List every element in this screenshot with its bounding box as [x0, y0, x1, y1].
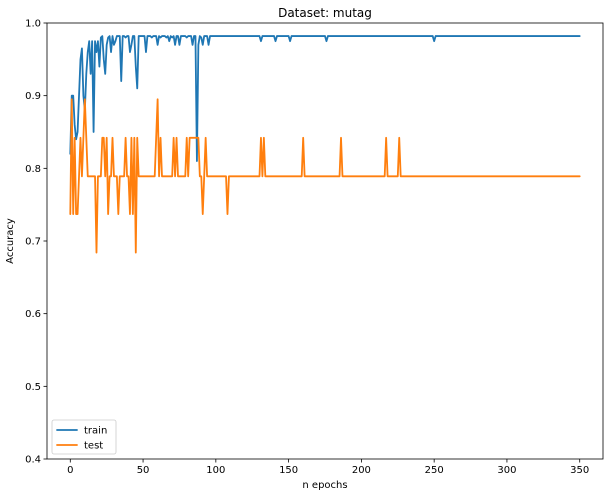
x-tick-label: 300 [497, 465, 516, 476]
x-tick-label: 250 [425, 465, 444, 476]
y-tick-label: 0.7 [25, 237, 41, 248]
y-tick-label: 0.6 [25, 309, 41, 320]
x-tick-label: 150 [279, 465, 298, 476]
y-tick-label: 0.8 [25, 164, 41, 175]
chart-title: Dataset: mutag [278, 6, 372, 20]
series-line-train [69, 35, 581, 162]
x-tick-label: 50 [137, 465, 150, 476]
x-axis-label: n epochs [302, 480, 347, 491]
x-tick-label: 0 [67, 465, 73, 476]
x-axis-ticks: 0 50 100 150 200 250 300 350 [67, 459, 589, 476]
y-tick-label: 0.5 [25, 382, 41, 393]
y-tick-label: 0.4 [25, 455, 41, 466]
y-tick-label: 0.9 [25, 91, 41, 102]
y-axis-ticks: 0.4 0.5 0.6 0.7 0.8 0.9 1.0 [25, 19, 47, 466]
legend-label-test: test [84, 441, 103, 452]
series-line-test [69, 98, 581, 254]
legend: train test [51, 419, 117, 455]
y-axis-label: Accuracy [5, 218, 16, 264]
plot-series [69, 35, 581, 254]
legend-label-train: train [84, 426, 107, 437]
x-tick-label: 200 [352, 465, 371, 476]
y-tick-label: 1.0 [25, 19, 41, 30]
x-tick-label: 100 [206, 465, 225, 476]
x-tick-label: 350 [570, 465, 589, 476]
